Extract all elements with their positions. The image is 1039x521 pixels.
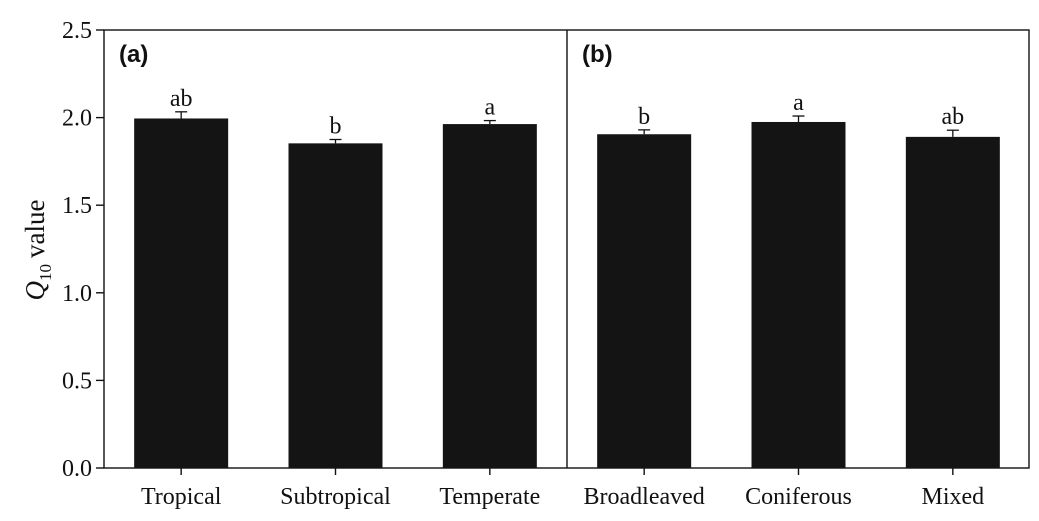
significance-letter: ab bbox=[942, 104, 965, 130]
x-category-label: Tropical bbox=[141, 484, 222, 510]
x-category-label: Subtropical bbox=[280, 484, 391, 510]
bars-group bbox=[134, 118, 1000, 468]
panel-label: (b) bbox=[582, 41, 613, 68]
plot-frame bbox=[103, 29, 1030, 469]
significance-letter: a bbox=[485, 95, 496, 121]
y-tick-label: 1.0 bbox=[62, 281, 92, 307]
bar bbox=[597, 134, 692, 468]
significance-letter: b bbox=[638, 104, 650, 130]
x-axis: Tropical Subtropical Temperate Broadleaved C… bbox=[141, 468, 984, 510]
bar bbox=[905, 136, 1000, 468]
bar bbox=[751, 121, 846, 468]
y-axis-title: Q10 value bbox=[20, 200, 55, 301]
x-category-label: Coniferous bbox=[745, 484, 852, 510]
y-tick-label: 0.0 bbox=[62, 456, 92, 482]
significance-letter: b bbox=[330, 114, 342, 140]
x-category-label: Broadleaved bbox=[584, 484, 705, 510]
significance-letter: ab bbox=[170, 86, 193, 112]
y-axis-title-symbol: Q bbox=[20, 281, 50, 301]
panel-label: (a) bbox=[119, 41, 148, 68]
x-category-label: Temperate bbox=[439, 484, 540, 510]
y-axis-title-suffix: value bbox=[20, 200, 50, 258]
x-category-label: Mixed bbox=[921, 484, 984, 510]
y-tick-label: 2.5 bbox=[62, 18, 92, 44]
y-tick-label: 0.5 bbox=[62, 368, 92, 394]
bar bbox=[442, 124, 537, 468]
significance-letter: a bbox=[793, 90, 804, 116]
y-axis: 0.0 0.5 1.0 1.5 2.0 2.5 bbox=[62, 18, 104, 482]
y-axis-title-subscript: 10 bbox=[36, 264, 55, 281]
bar bbox=[134, 118, 229, 468]
error-bars-group bbox=[175, 111, 959, 144]
y-tick-label: 1.5 bbox=[62, 193, 92, 219]
panel-labels-group: (a) (b) bbox=[119, 41, 613, 68]
bar bbox=[288, 143, 383, 468]
y-tick-label: 2.0 bbox=[62, 106, 92, 132]
